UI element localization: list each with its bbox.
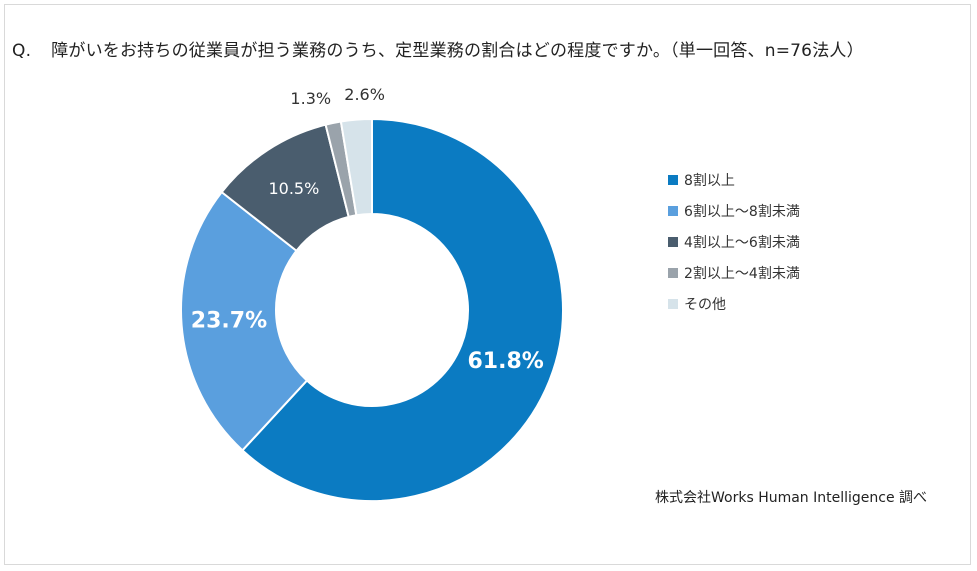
value-label-20-40: 1.3% xyxy=(290,89,331,108)
value-label-60-80: 23.7% xyxy=(191,308,267,333)
source-note: 株式会社Works Human Intelligence 調べ xyxy=(655,490,928,506)
legend-swatch xyxy=(668,236,678,247)
legend-label: 6割以上～8割未満 xyxy=(684,203,800,220)
question-title: Q. 障がいをお持ちの従業員が担う業務のうち、定型業務の割合はどの程度ですか。（単… xyxy=(12,36,864,61)
value-label-40-60: 10.5% xyxy=(268,179,319,198)
legend-label: 4割以上～6割未満 xyxy=(684,234,800,251)
slice-80-plus xyxy=(241,117,564,502)
slice-60-80 xyxy=(180,190,309,452)
slice-other xyxy=(339,117,373,217)
legend-label: その他 xyxy=(684,296,726,313)
legend-label: 8割以上 xyxy=(684,172,735,189)
legend-item: 2割以上～4割未満 xyxy=(668,257,800,288)
legend-swatch xyxy=(668,205,678,216)
legend-item: 6割以上～8割未満 xyxy=(668,195,800,226)
value-label-80-plus: 61.8% xyxy=(467,349,543,374)
question-prefix: Q. xyxy=(12,41,32,61)
legend-item: 4割以上～6割未満 xyxy=(668,226,800,257)
legend-swatch xyxy=(668,298,678,309)
legend-item: 8割以上 xyxy=(668,164,800,195)
legend-swatch xyxy=(668,174,678,185)
question-text: 障がいをお持ちの従業員が担う業務のうち、定型業務の割合はどの程度ですか。（単一回… xyxy=(51,41,864,61)
chart-legend: 8割以上 6割以上～8割未満 4割以上～6割未満 2割以上～4割未満 その他 xyxy=(668,164,800,319)
legend-item: その他 xyxy=(668,288,800,319)
legend-label: 2割以上～4割未満 xyxy=(684,265,800,282)
value-label-other: 2.6% xyxy=(344,85,385,104)
legend-swatch xyxy=(668,267,678,278)
donut-labels: 61.8% 23.7% 10.5% 1.3% 2.6% xyxy=(191,85,544,374)
donut-slices xyxy=(180,117,564,502)
